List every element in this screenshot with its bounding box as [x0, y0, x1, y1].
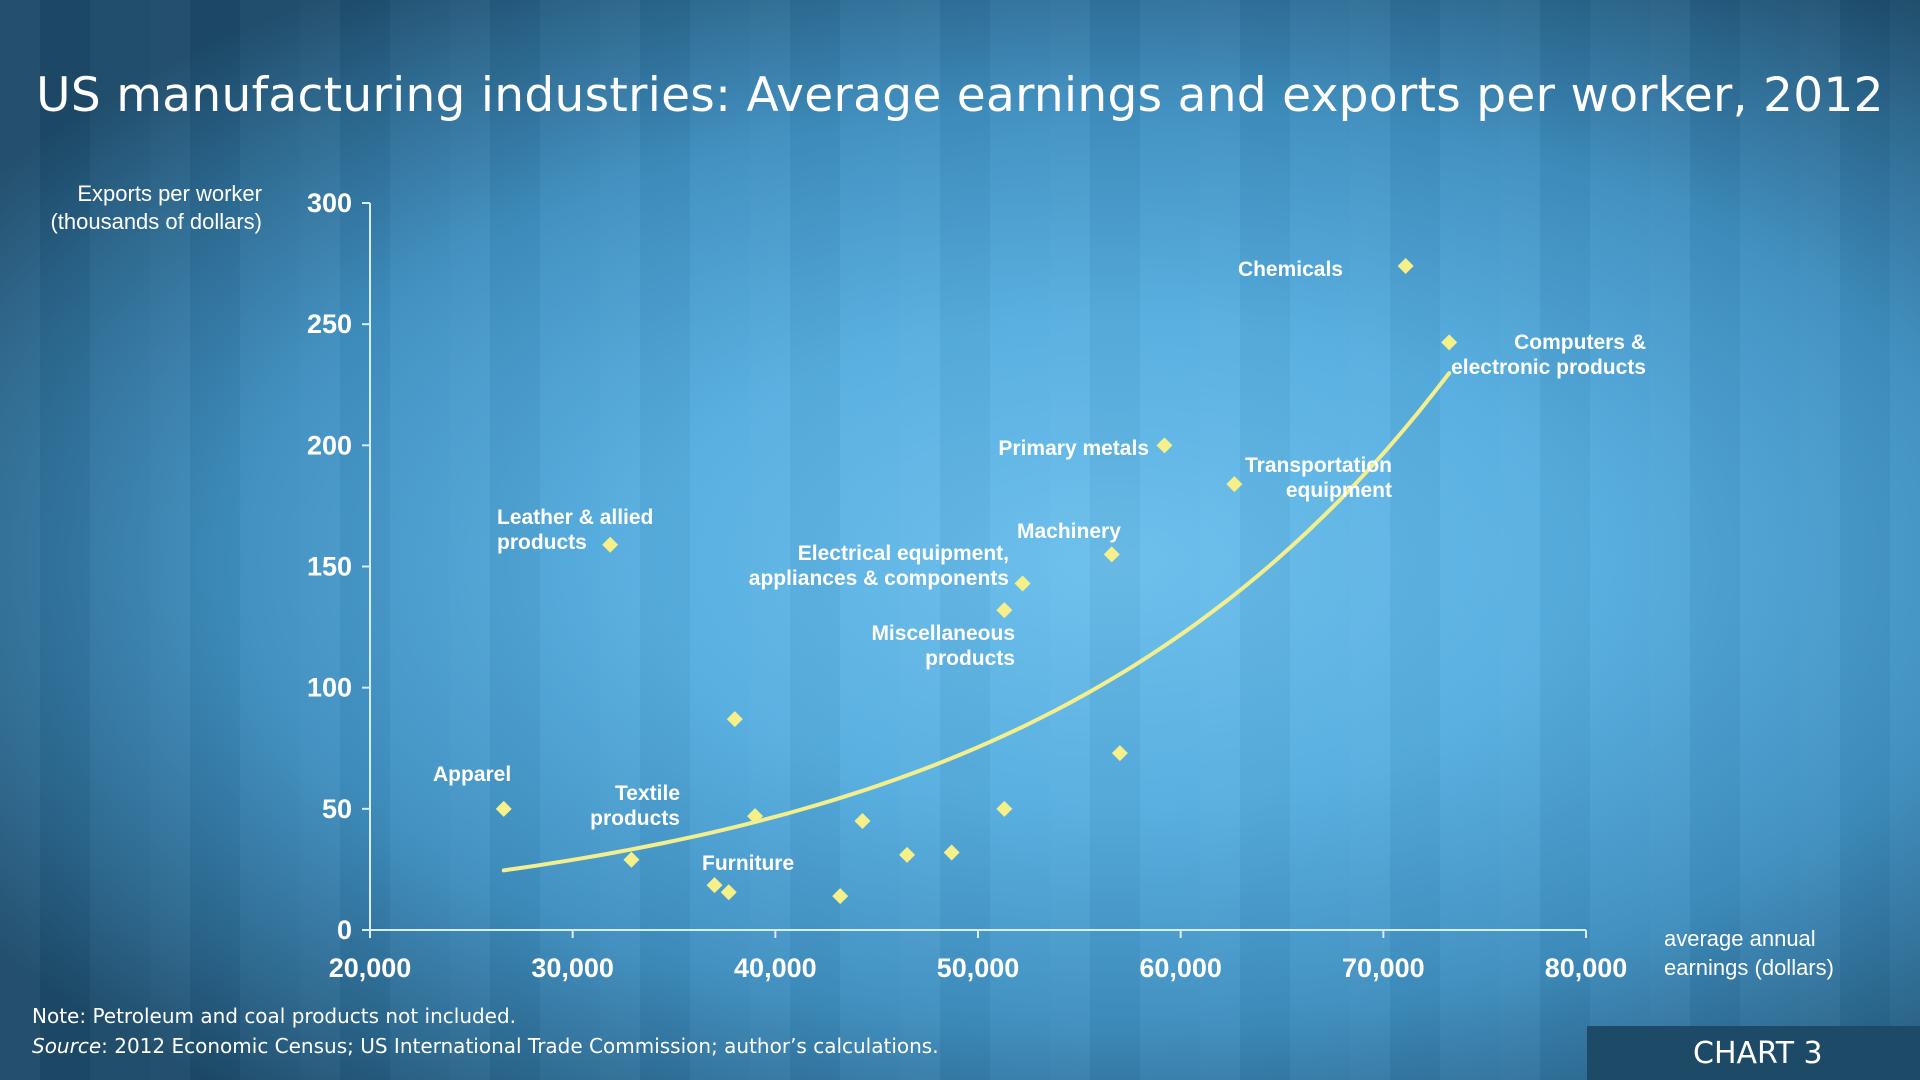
source-note: Source: 2012 Economic Census; US Interna… [32, 1034, 939, 1058]
y-axis-title: Exports per worker (thousands of dollars… [50, 180, 262, 236]
x-tick-label: 60,000 [1139, 953, 1222, 983]
label-line: products [497, 531, 587, 554]
data-point-diamond [1226, 476, 1243, 493]
chart-title: US manufacturing industries: Average ear… [36, 68, 1884, 123]
label-line: equipment [1285, 479, 1392, 502]
x-tick-label: 40,000 [734, 953, 817, 983]
y-tick-label: 200 [307, 430, 352, 460]
label-line: Transportation [1244, 454, 1392, 477]
point-label-miscellaneous: Miscellaneous products [871, 621, 1015, 671]
data-point-diamond [832, 888, 849, 905]
source-label: Source [32, 1034, 102, 1058]
label-line: appliances & components [748, 567, 1009, 590]
label-line: Electrical equipment, [797, 542, 1009, 565]
chart-number: CHART 3 [1693, 1036, 1823, 1071]
data-point-diamond [602, 536, 619, 553]
chart-number-badge: CHART 3 [1587, 1026, 1920, 1080]
data-point-diamond [1397, 258, 1414, 275]
x-tick-label: 30,000 [531, 953, 614, 983]
label-line: products [925, 647, 1015, 670]
y-tick-label: 300 [307, 188, 352, 218]
data-point-diamond [899, 846, 916, 863]
y-tick-label: 150 [307, 552, 352, 582]
point-label-apparel: Apparel [433, 763, 512, 786]
y-axis-title-line: (thousands of dollars) [50, 209, 262, 234]
point-label-computers: Computers & electronic products [1451, 330, 1646, 380]
label-line: products [590, 807, 680, 830]
x-tick-label: 70,000 [1342, 953, 1425, 983]
label-line: Miscellaneous [871, 622, 1015, 645]
point-label-transportation: Transportation equipment [1245, 453, 1392, 503]
y-tick-label: 50 [322, 794, 352, 824]
label-line: Computers & [1514, 331, 1646, 354]
y-axis-title-line: Exports per worker [77, 181, 262, 206]
data-point-diamond [623, 851, 640, 868]
x-tick-label: 50,000 [937, 953, 1020, 983]
data-point-diamond [854, 812, 871, 829]
data-point-diamond [1103, 546, 1120, 563]
label-line: Leather & allied [497, 506, 654, 529]
data-point-diamond [495, 800, 512, 817]
data-point-diamond [996, 602, 1013, 619]
data-point-diamond [1014, 575, 1031, 592]
data-point-diamond [726, 711, 743, 728]
data-point-diamond [706, 877, 723, 894]
source-text: : 2012 Economic Census; US International… [101, 1034, 939, 1058]
x-axis-title-line: average annual [1664, 926, 1816, 951]
y-tick-label: 100 [307, 673, 352, 703]
x-axis-title-line: earnings (dollars) [1664, 955, 1834, 980]
trend-line [501, 371, 1452, 873]
data-point-diamond [996, 800, 1013, 817]
point-label-primary-metals: Primary metals [998, 437, 1149, 460]
label-line: Textile [615, 782, 680, 805]
point-label-electrical: Electrical equipment, appliances & compon… [749, 541, 1009, 591]
data-point-diamond [747, 808, 764, 825]
data-point-diamond [720, 884, 737, 901]
y-tick-label: 0 [337, 915, 352, 945]
y-tick-label: 250 [307, 309, 352, 339]
data-point-diamond [1441, 334, 1458, 351]
point-label-leather: Leather & allied products [497, 505, 653, 555]
x-axis-title: average annual earnings (dollars) [1664, 924, 1834, 982]
data-point-diamond [1111, 745, 1128, 762]
data-point-diamond [943, 844, 960, 861]
point-label-chemicals: Chemicals [1237, 258, 1343, 281]
point-label-textile: Textile products [590, 781, 680, 831]
x-tick-label: 80,000 [1545, 953, 1628, 983]
label-line: electronic products [1451, 356, 1646, 379]
x-tick-label: 20,000 [329, 953, 412, 983]
point-label-furniture: Furniture [702, 852, 795, 875]
footnote: Note: Petroleum and coal products not in… [32, 1004, 517, 1028]
point-label-machinery: Machinery [1017, 520, 1121, 543]
data-point-diamond [1156, 437, 1173, 454]
